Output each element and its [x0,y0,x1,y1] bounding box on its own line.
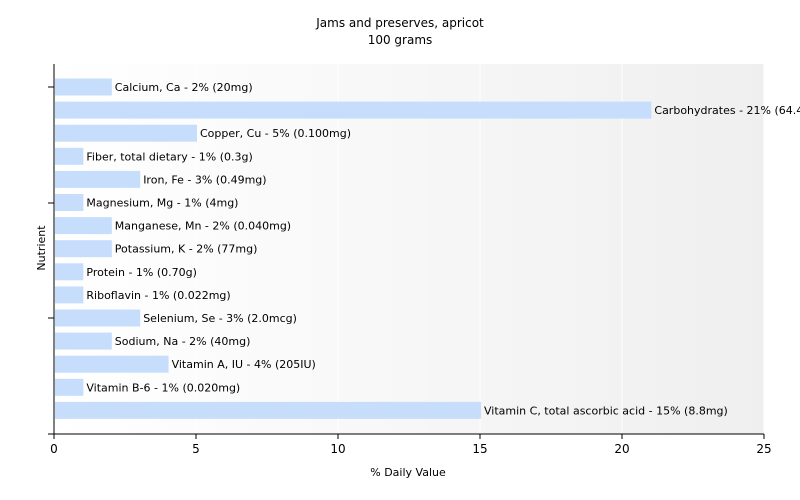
bar [55,332,112,350]
bar-label: Riboflavin - 1% (0.022mg) [86,289,230,302]
bar-label: Carbohydrates - 21% (64.40g) [654,104,800,117]
bar-label: Sodium, Na - 2% (40mg) [115,335,251,348]
bar [55,240,112,258]
bar-label: Potassium, K - 2% (77mg) [115,243,258,256]
bar-label: Magnesium, Mg - 1% (4mg) [86,197,238,210]
bar [55,170,141,188]
x-tick-label: 5 [192,442,200,456]
y-axis-label: Nutrient [35,225,48,271]
bar [55,194,84,211]
bar [55,78,112,96]
bar-label: Copper, Cu - 5% (0.100mg) [200,127,351,140]
bar [55,124,197,142]
x-tick-label: 25 [756,442,771,456]
bar [55,217,112,235]
bar-label: Protein - 1% (0.70g) [86,266,197,279]
bar-label: Vitamin C, total ascorbic acid - 15% (8.… [484,404,728,417]
x-axis-label: % Daily Value [370,466,446,479]
bar-label: Selenium, Se - 3% (2.0mcg) [143,312,297,325]
chart-subtitle: 100 grams [368,33,433,47]
bar-label: Vitamin A, IU - 4% (205IU) [172,358,316,371]
bar [55,147,84,165]
bar [55,378,84,396]
bar-label: Calcium, Ca - 2% (20mg) [115,81,253,94]
chart-title: Jams and preserves, apricot [315,16,484,30]
bar [55,309,141,327]
bar-label: Fiber, total dietary - 1% (0.3g) [86,150,252,163]
x-tick-label: 20 [614,442,629,456]
bar-label: Iron, Fe - 3% (0.49mg) [143,173,266,186]
x-tick-label: 15 [472,442,487,456]
bar [55,101,652,119]
bar [55,401,481,419]
bar [55,355,169,373]
bar [55,263,84,281]
bar-label: Vitamin B-6 - 1% (0.020mg) [86,381,240,394]
x-tick-label: 10 [330,442,345,456]
bar-label: Manganese, Mn - 2% (0.040mg) [115,220,291,233]
bar [55,286,84,304]
x-tick-label: 0 [50,442,58,456]
